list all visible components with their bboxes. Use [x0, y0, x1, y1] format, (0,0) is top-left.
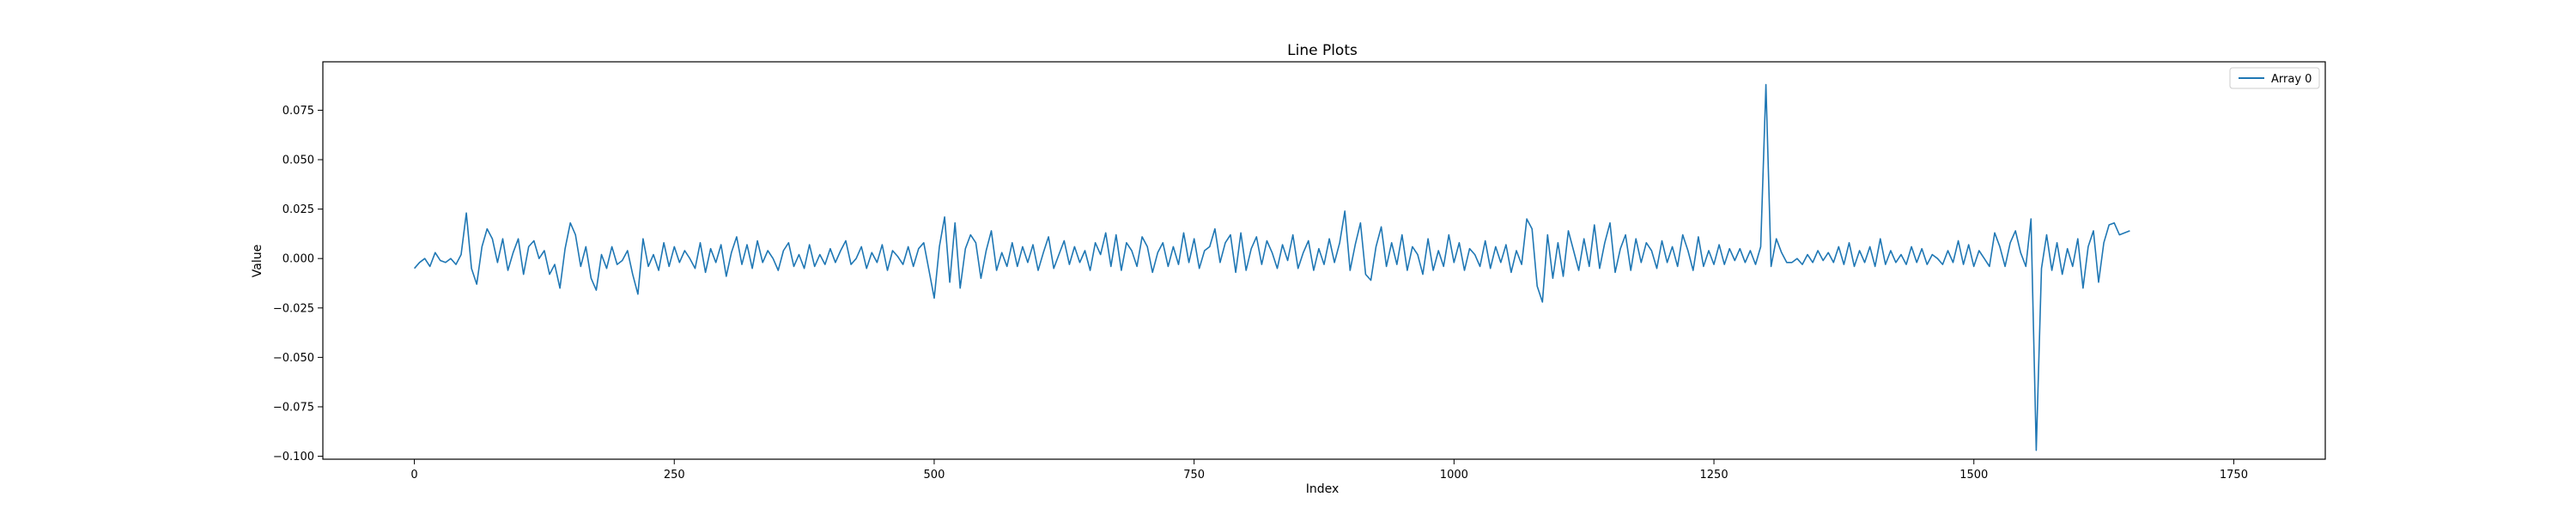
x-axis-label: Index: [1306, 482, 1340, 496]
legend-label-array-0: Array 0: [2271, 73, 2312, 86]
chart-title: Line Plots: [1287, 42, 1358, 59]
y-axis: −0.100 −0.075 −0.050 −0.025 0.000 0.025 0.050 0…: [273, 105, 323, 464]
y-tick-label: 0.050: [283, 154, 314, 167]
x-tick-label: 750: [1183, 469, 1205, 482]
x-tick-label: 0: [410, 469, 417, 482]
y-tick-label: −0.100: [273, 451, 314, 464]
legend-box: [2229, 67, 2320, 89]
x-tick-label: 500: [924, 469, 945, 482]
plot-background: [323, 62, 2325, 459]
x-tick-label: 1750: [2220, 469, 2248, 482]
y-tick-label: 0.025: [283, 203, 314, 216]
x-tick-label: 1000: [1440, 469, 1468, 482]
y-tick-label: −0.075: [273, 401, 314, 414]
plot-frame: [322, 61, 2326, 460]
plot-area: [322, 61, 2326, 460]
x-axis: 0 250 500 750 1000 1250 1500 1750: [410, 459, 2248, 482]
series-line-array-0: [413, 83, 2130, 451]
y-tick-label: −0.025: [273, 302, 314, 315]
y-tick-label: 0.000: [283, 253, 314, 266]
legend: Array 0: [2229, 67, 2320, 89]
y-tick-label: −0.050: [273, 352, 314, 365]
y-axis-label: Value: [251, 245, 264, 277]
x-tick-label: 1500: [1959, 469, 1988, 482]
x-tick-label: 1250: [1700, 469, 1728, 482]
series-layer: [413, 83, 2130, 451]
y-tick-label: 0.075: [283, 105, 314, 118]
x-tick-label: 250: [664, 469, 685, 482]
